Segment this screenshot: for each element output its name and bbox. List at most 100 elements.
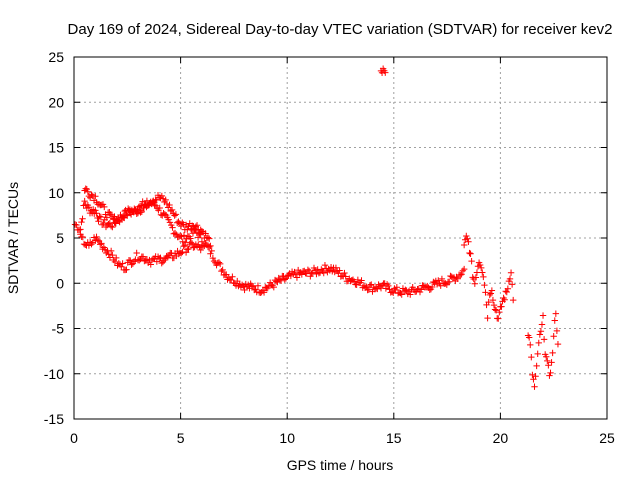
data-point — [98, 240, 105, 247]
data-point — [472, 274, 480, 281]
data-point — [128, 261, 135, 268]
data-point — [219, 266, 226, 274]
data-point — [118, 214, 126, 222]
data-point — [158, 192, 166, 200]
data-point — [209, 254, 217, 262]
data-point — [136, 257, 143, 264]
data-point — [525, 334, 533, 341]
data-point — [463, 232, 470, 240]
data-point — [460, 241, 468, 249]
data-point — [392, 286, 399, 294]
data-point — [92, 193, 99, 200]
data-point — [496, 308, 503, 316]
data-point — [458, 271, 465, 278]
data-point — [465, 238, 472, 245]
data-point — [543, 353, 550, 360]
data-point — [467, 250, 474, 257]
data-point — [552, 310, 560, 317]
data-point — [464, 235, 471, 242]
data-point — [119, 260, 126, 267]
data-point — [418, 286, 425, 293]
y-tick-labels: -15 -10 -5 0 5 10 15 20 25 — [44, 49, 64, 427]
data-point — [88, 240, 95, 248]
data-point — [503, 288, 510, 296]
data-point — [388, 288, 396, 296]
data-point — [538, 321, 546, 328]
data-point — [193, 222, 201, 229]
data-point — [96, 213, 103, 220]
data-point — [532, 373, 539, 380]
data-point — [184, 226, 191, 233]
y-tick-label: 20 — [48, 94, 64, 110]
series-outlier — [377, 65, 389, 76]
data-point — [133, 249, 140, 257]
data-point — [534, 350, 541, 358]
data-point — [204, 234, 212, 241]
data-point — [93, 210, 100, 217]
data-point — [210, 257, 218, 265]
data-point — [336, 267, 343, 274]
data-point — [533, 362, 540, 370]
data-point — [393, 284, 401, 291]
data-point — [351, 278, 358, 285]
data-point — [168, 206, 176, 214]
data-point — [107, 247, 115, 255]
x-tick-label: 10 — [279, 430, 295, 446]
data-point — [147, 261, 154, 268]
data-point — [454, 275, 461, 283]
data-point — [88, 191, 95, 198]
data-point — [188, 240, 196, 247]
data-point — [156, 204, 163, 212]
x-tick-label: 0 — [70, 430, 78, 446]
data-point — [554, 340, 562, 348]
data-point — [124, 212, 131, 219]
y-tick-label: 10 — [48, 185, 64, 201]
data-point — [95, 218, 102, 225]
data-point — [100, 219, 107, 227]
data-point — [536, 331, 544, 338]
data-point — [218, 267, 225, 275]
data-point — [291, 268, 298, 276]
data-point — [335, 270, 342, 277]
data-point — [506, 275, 514, 283]
data-point — [540, 336, 548, 343]
data-point — [187, 235, 194, 242]
data-point — [383, 281, 391, 288]
data-point — [402, 286, 409, 294]
data-point — [527, 341, 534, 349]
data-point — [166, 201, 173, 209]
data-point — [223, 271, 230, 278]
data-point — [165, 216, 172, 223]
data-point — [139, 198, 146, 205]
data-point — [478, 264, 485, 272]
data-point — [293, 274, 301, 281]
data-point — [113, 254, 120, 262]
data-point — [397, 289, 404, 297]
data-point — [107, 223, 115, 230]
data-point — [535, 339, 542, 347]
data-point — [93, 233, 100, 241]
data-point — [366, 281, 374, 289]
x-tick-labels: 0 5 10 15 20 25 — [70, 430, 615, 446]
data-point — [85, 204, 93, 211]
data-point — [207, 242, 214, 250]
data-point — [79, 215, 86, 223]
data-point — [553, 327, 561, 335]
data-point — [485, 298, 492, 306]
data-point — [321, 261, 329, 269]
data-point — [112, 220, 119, 227]
data-point — [500, 294, 507, 302]
y-tick-label: 0 — [56, 275, 64, 291]
data-point — [548, 359, 555, 366]
data-point — [254, 282, 262, 289]
data-point — [504, 285, 512, 292]
data-point — [446, 278, 453, 285]
data-point — [180, 232, 188, 239]
data-point — [509, 296, 517, 304]
data-point — [298, 271, 306, 278]
y-tick-label: -15 — [44, 411, 64, 427]
y-tick-label: 25 — [48, 49, 64, 65]
data-point — [162, 196, 169, 204]
data-point — [81, 197, 88, 205]
data-point — [486, 291, 493, 299]
